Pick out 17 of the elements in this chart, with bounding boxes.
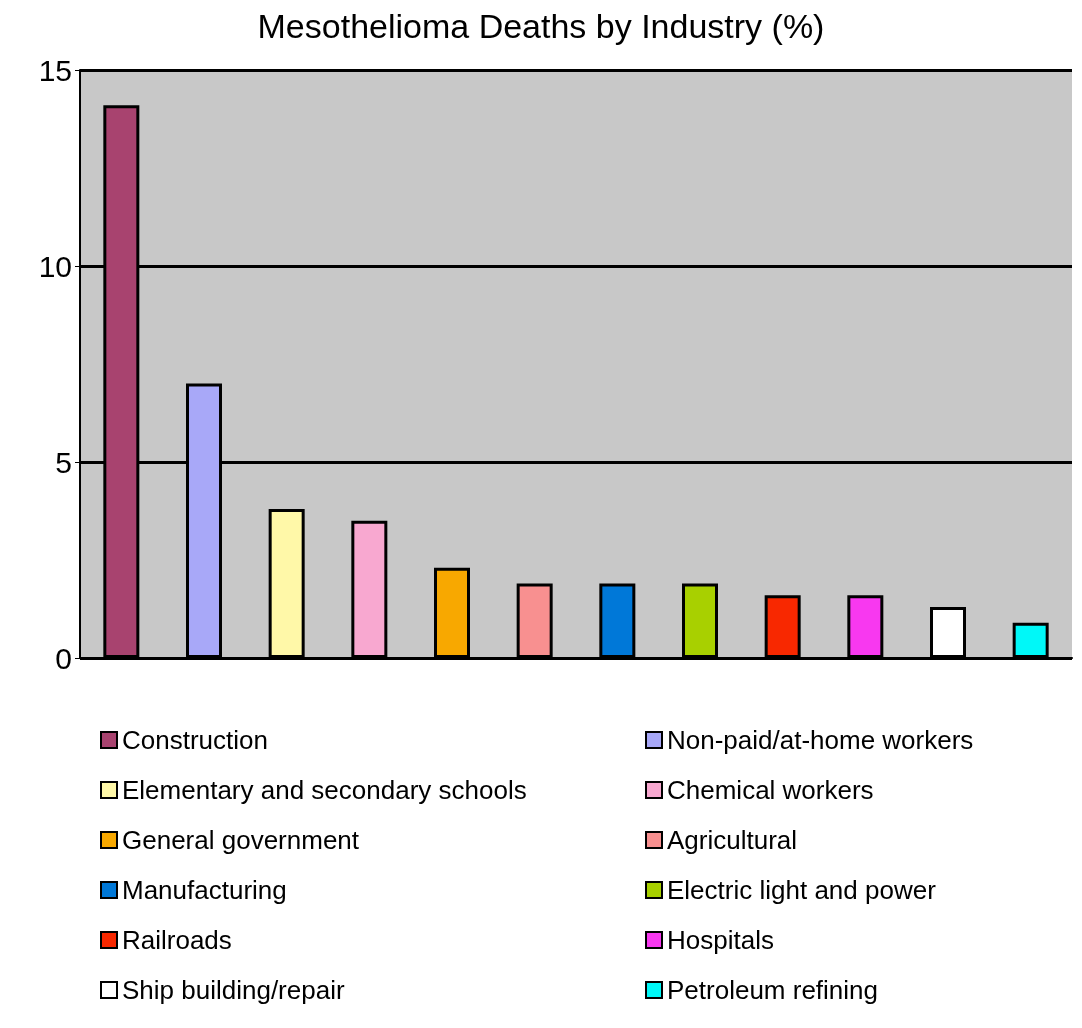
y-tick-label: 10 xyxy=(38,249,72,283)
legend-label: Construction xyxy=(122,725,268,755)
legend-label: Chemical workers xyxy=(667,775,874,805)
chart-title: Mesothelioma Deaths by Industry (%) xyxy=(257,7,825,45)
legend-label: Railroads xyxy=(122,925,232,955)
y-tick-label: 15 xyxy=(38,53,72,87)
legend-label: Elementary and secondary schools xyxy=(122,775,527,805)
y-tick-label: 0 xyxy=(55,641,72,675)
legend-label: Non-paid/at-home workers xyxy=(667,725,974,755)
legend-label: Hospitals xyxy=(667,925,774,955)
legend-label: Manufacturing xyxy=(122,875,287,905)
legend-label: Electric light and power xyxy=(667,875,937,905)
legend-label: General government xyxy=(122,825,360,855)
legend-label: Agricultural xyxy=(667,825,798,855)
legend-label: Petroleum refining xyxy=(667,975,878,1005)
y-tick-label: 5 xyxy=(55,445,72,479)
legend-label: Ship building/repair xyxy=(122,975,345,1005)
